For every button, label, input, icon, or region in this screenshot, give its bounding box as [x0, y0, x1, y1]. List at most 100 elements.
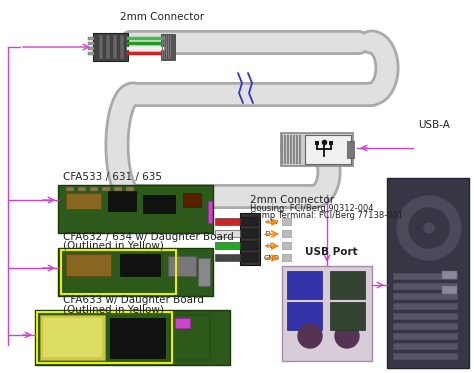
Bar — [393, 293, 458, 300]
Bar — [387, 178, 469, 368]
Bar — [287, 271, 322, 299]
Bar — [281, 135, 283, 164]
Bar — [290, 135, 292, 164]
Bar — [215, 242, 240, 249]
Bar — [61, 250, 176, 294]
Bar — [88, 42, 94, 45]
Bar — [113, 35, 117, 59]
Text: USB-A: USB-A — [418, 120, 450, 130]
Bar — [329, 141, 333, 145]
Bar — [393, 333, 458, 340]
Bar — [126, 187, 134, 191]
Bar — [315, 141, 319, 145]
Bar — [43, 318, 102, 357]
Bar — [58, 185, 213, 233]
Bar — [168, 35, 169, 59]
Bar — [66, 193, 101, 209]
Text: CFA632 / 634 w/ Daughter Board: CFA632 / 634 w/ Daughter Board — [63, 232, 234, 242]
Bar — [287, 135, 289, 164]
Bar — [282, 230, 291, 237]
Bar — [120, 35, 124, 59]
Bar — [393, 323, 458, 330]
Bar — [282, 242, 291, 249]
Text: -D: -D — [264, 231, 272, 237]
Bar — [305, 135, 351, 164]
Bar — [347, 141, 354, 158]
Bar — [242, 241, 258, 250]
Bar — [330, 271, 365, 299]
Bar — [120, 254, 160, 276]
Bar — [90, 187, 98, 191]
Bar — [281, 133, 353, 166]
Bar — [393, 343, 458, 350]
Text: (Outlined in Yellow): (Outlined in Yellow) — [63, 304, 164, 314]
Bar — [240, 213, 260, 265]
Bar — [110, 318, 165, 358]
Bar — [242, 229, 258, 238]
Text: CFA633 w/ Daughter Board: CFA633 w/ Daughter Board — [63, 295, 204, 305]
Bar — [35, 310, 230, 365]
Text: (Outlined in Yellow): (Outlined in Yellow) — [63, 241, 164, 251]
Bar — [393, 303, 458, 310]
Bar — [330, 302, 365, 330]
Bar — [393, 353, 458, 360]
Bar — [58, 248, 213, 296]
Bar — [183, 193, 201, 207]
Bar — [215, 254, 240, 261]
Bar — [88, 37, 94, 40]
Bar — [106, 35, 110, 59]
Bar — [287, 302, 322, 330]
Bar — [166, 35, 167, 59]
Bar — [88, 47, 94, 50]
Bar — [393, 283, 458, 290]
Bar — [393, 273, 458, 280]
Bar — [99, 35, 103, 59]
Bar — [442, 286, 457, 294]
Bar — [242, 217, 258, 226]
Bar — [143, 195, 175, 213]
Bar — [242, 253, 258, 262]
Text: +D: +D — [264, 243, 275, 249]
Circle shape — [298, 324, 322, 348]
Circle shape — [424, 223, 434, 233]
Circle shape — [397, 196, 461, 260]
Bar — [66, 254, 111, 276]
Bar — [88, 52, 94, 55]
Bar — [40, 315, 105, 360]
Bar — [108, 191, 136, 211]
Bar — [66, 187, 74, 191]
Bar — [282, 266, 372, 361]
Text: GND: GND — [264, 255, 280, 261]
Bar — [442, 271, 457, 279]
Text: +5v: +5v — [264, 219, 278, 225]
Circle shape — [409, 208, 449, 248]
Bar — [299, 135, 301, 164]
Bar — [78, 187, 86, 191]
Bar — [114, 187, 122, 191]
Text: Crimp Terminal: FCI/Berg 77138-001: Crimp Terminal: FCI/Berg 77138-001 — [250, 211, 403, 220]
Text: 2mm Connector: 2mm Connector — [250, 195, 334, 205]
Bar — [393, 313, 458, 320]
Text: 2mm Connector: 2mm Connector — [120, 12, 204, 22]
Bar — [208, 201, 212, 223]
Bar — [293, 135, 295, 164]
Bar — [161, 34, 175, 60]
Bar — [198, 258, 210, 286]
Bar — [164, 35, 165, 59]
Bar — [162, 35, 163, 59]
Bar — [170, 35, 171, 59]
Bar — [282, 254, 291, 261]
Bar — [215, 230, 240, 237]
Bar — [284, 135, 286, 164]
Bar — [102, 187, 110, 191]
Bar — [168, 256, 196, 276]
Bar — [170, 315, 210, 360]
Bar — [175, 318, 190, 328]
Bar — [296, 135, 298, 164]
Text: Housing: FCI/Berg 90312-004: Housing: FCI/Berg 90312-004 — [250, 204, 374, 213]
Text: USB Port: USB Port — [305, 247, 357, 257]
Bar — [93, 33, 128, 61]
Circle shape — [335, 324, 359, 348]
Bar — [282, 218, 291, 225]
Text: CFA533 / 631 / 635: CFA533 / 631 / 635 — [63, 172, 162, 182]
